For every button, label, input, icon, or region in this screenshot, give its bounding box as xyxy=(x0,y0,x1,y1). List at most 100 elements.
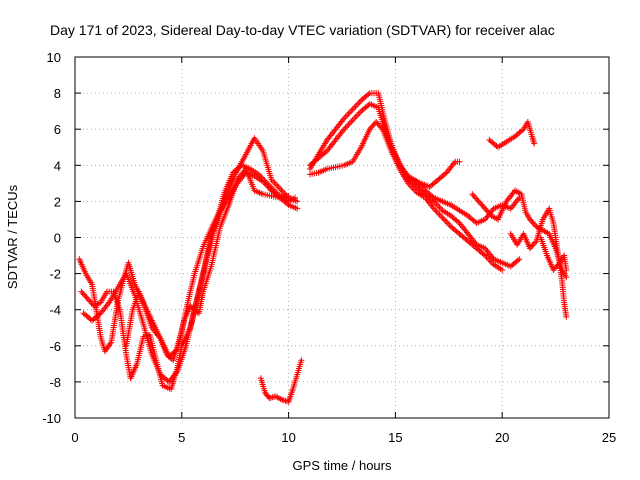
y-tick-label: -6 xyxy=(49,339,61,354)
data-point-marker xyxy=(442,170,449,177)
data-point-marker xyxy=(479,202,486,209)
data-point-marker xyxy=(474,196,481,203)
data-point-marker xyxy=(529,219,536,226)
data-point-marker xyxy=(88,300,95,307)
data-point-marker xyxy=(456,158,463,165)
data-point-marker xyxy=(378,124,385,131)
data-point-marker xyxy=(476,199,483,206)
satellite-track xyxy=(257,357,305,405)
data-point-marker xyxy=(478,201,485,208)
data-point-marker xyxy=(455,218,462,225)
data-point-marker xyxy=(530,220,537,227)
data-point-marker xyxy=(563,274,570,281)
data-point-marker xyxy=(96,311,103,318)
data-point-marker xyxy=(531,140,538,147)
data-point-marker xyxy=(368,124,375,131)
data-point-marker xyxy=(87,298,94,305)
data-point-marker xyxy=(84,295,91,302)
satellite-track xyxy=(486,118,538,151)
data-point-marker xyxy=(563,266,570,273)
y-tick-label: 6 xyxy=(54,122,61,137)
data-point-marker xyxy=(551,265,558,272)
data-point-marker xyxy=(86,297,93,304)
data-point-marker xyxy=(82,292,89,299)
y-tick-label: 0 xyxy=(54,231,61,246)
y-axis-title: SDTVAR / TECUs xyxy=(5,184,20,289)
data-point-marker xyxy=(285,192,292,199)
data-point-marker xyxy=(294,198,301,205)
data-point-marker xyxy=(554,262,561,269)
data-point-marker xyxy=(480,251,487,258)
x-tick-label: 0 xyxy=(71,430,78,445)
data-point-marker xyxy=(374,120,381,127)
data-point-marker xyxy=(526,216,533,223)
plot-frame xyxy=(74,56,610,419)
y-tick-label: 2 xyxy=(54,194,61,209)
data-point-marker xyxy=(532,239,539,246)
y-tick-label: -8 xyxy=(49,375,61,390)
data-point-marker xyxy=(553,264,560,271)
chart-title: Day 171 of 2023, Sidereal Day-to-day VTE… xyxy=(50,22,555,38)
data-point-marker xyxy=(322,149,329,156)
data-point-marker xyxy=(471,194,478,201)
data-point-marker xyxy=(483,207,490,214)
data-point-marker xyxy=(499,266,506,273)
data-point-marker xyxy=(470,192,477,199)
data-point-marker xyxy=(83,294,90,301)
data-point-marker xyxy=(473,195,480,202)
data-point-marker xyxy=(469,191,476,198)
data-point-marker xyxy=(485,209,492,216)
data-point-marker xyxy=(563,313,570,320)
satellite-track xyxy=(306,118,506,273)
axis-ticks: 0 5 10 15 20 25 -10 -8 -6 -4 -2 0 2 4 6 8 10 xyxy=(42,50,616,445)
data-points xyxy=(76,90,570,405)
data-point-marker xyxy=(369,123,376,130)
x-tick-label: 10 xyxy=(281,430,295,445)
data-point-marker xyxy=(475,198,482,205)
data-point-marker xyxy=(429,197,436,204)
data-point-marker xyxy=(373,118,380,125)
y-tick-label: 4 xyxy=(54,158,61,173)
x-tick-label: 25 xyxy=(602,430,616,445)
y-tick-label: -10 xyxy=(42,411,61,426)
data-point-marker xyxy=(377,123,384,130)
data-point-marker xyxy=(79,290,86,297)
satellite-track xyxy=(469,187,570,281)
data-point-marker xyxy=(519,127,526,134)
data-point-marker xyxy=(366,126,373,133)
data-point-marker xyxy=(528,243,535,250)
data-point-marker xyxy=(284,200,291,207)
data-point-marker xyxy=(514,257,521,264)
data-point-marker xyxy=(480,204,487,211)
satellite-track xyxy=(400,158,463,190)
data-point-marker xyxy=(370,121,377,128)
data-point-marker xyxy=(173,347,180,354)
y-tick-label: 10 xyxy=(47,50,61,65)
data-point-marker xyxy=(530,240,537,247)
x-tick-label: 20 xyxy=(495,430,509,445)
data-point-marker xyxy=(365,91,372,98)
data-point-marker xyxy=(484,208,491,215)
data-point-marker xyxy=(375,121,382,128)
data-point-marker xyxy=(80,291,87,298)
x-tick-label: 5 xyxy=(178,430,185,445)
y-tick-label: 8 xyxy=(54,86,61,101)
satellite-track xyxy=(78,162,299,393)
data-point-marker xyxy=(298,357,305,364)
satellite-track xyxy=(123,165,292,360)
data-point-marker xyxy=(528,217,535,224)
data-point-marker xyxy=(482,205,489,212)
data-point-marker xyxy=(550,266,557,273)
data-point-marker xyxy=(516,256,523,263)
data-point-marker xyxy=(529,242,536,249)
y-tick-label: -2 xyxy=(49,267,61,282)
x-axis-title: GPS time / hours xyxy=(293,458,392,473)
data-point-marker xyxy=(294,205,301,212)
data-point-marker xyxy=(555,261,562,268)
x-tick-label: 15 xyxy=(388,430,402,445)
data-point-marker xyxy=(78,288,85,295)
satellite-track xyxy=(537,234,570,273)
y-tick-label: -4 xyxy=(49,303,61,318)
